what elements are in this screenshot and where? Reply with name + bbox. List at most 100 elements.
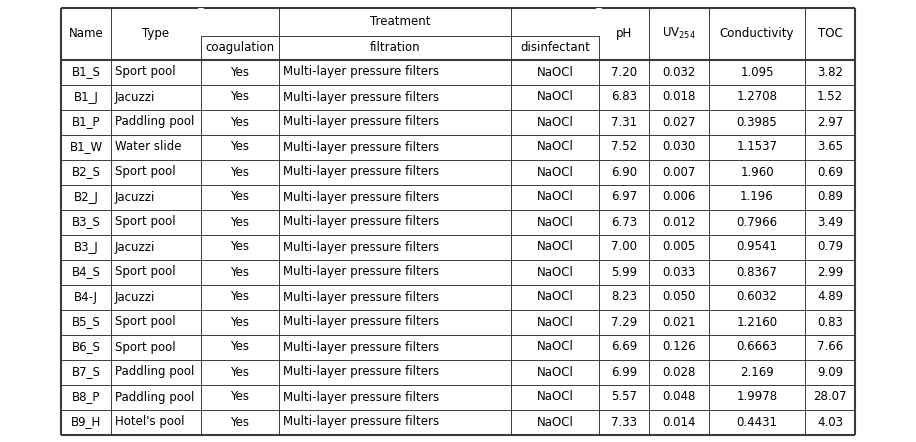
Text: 0.033: 0.033 [662, 266, 695, 278]
Text: pH: pH [616, 27, 632, 40]
Text: 6.97: 6.97 [611, 191, 638, 203]
Text: 1.960: 1.960 [740, 165, 774, 179]
Text: NaOCl: NaOCl [537, 390, 573, 404]
Text: 2.169: 2.169 [740, 366, 774, 378]
Text: B3_S: B3_S [71, 216, 101, 229]
Text: 0.028: 0.028 [662, 366, 695, 378]
Text: Sport pool: Sport pool [115, 266, 176, 278]
Text: Yes: Yes [231, 165, 249, 179]
Text: Conductivity: Conductivity [720, 27, 794, 40]
Text: 0.69: 0.69 [817, 165, 843, 179]
Text: B6_S: B6_S [71, 340, 101, 354]
Text: Multi-layer pressure filters: Multi-layer pressure filters [283, 240, 439, 254]
Text: Yes: Yes [231, 115, 249, 129]
Text: Jacuzzi: Jacuzzi [115, 290, 156, 304]
Text: NaOCl: NaOCl [537, 91, 573, 103]
Text: Sport pool: Sport pool [115, 65, 176, 79]
Text: Multi-layer pressure filters: Multi-layer pressure filters [283, 115, 439, 129]
Text: Yes: Yes [231, 240, 249, 254]
Text: 0.83: 0.83 [817, 316, 843, 328]
Text: B2_J: B2_J [73, 191, 98, 203]
Text: 0.89: 0.89 [817, 191, 843, 203]
Text: 1.196: 1.196 [740, 191, 774, 203]
Text: 0.050: 0.050 [662, 290, 695, 304]
Text: Multi-layer pressure filters: Multi-layer pressure filters [283, 266, 439, 278]
Text: Yes: Yes [231, 216, 249, 229]
Text: 2.97: 2.97 [817, 115, 843, 129]
Text: UV$_{254}$: UV$_{254}$ [662, 26, 696, 41]
Text: 4.03: 4.03 [817, 415, 843, 428]
Text: Paddling pool: Paddling pool [115, 115, 194, 129]
Text: 7.52: 7.52 [611, 141, 637, 153]
Text: Yes: Yes [231, 91, 249, 103]
Text: 0.032: 0.032 [662, 65, 695, 79]
Text: Sport pool: Sport pool [115, 216, 176, 229]
Text: 9.09: 9.09 [817, 366, 843, 378]
Text: B9_H: B9_H [71, 415, 101, 428]
Text: NaOCl: NaOCl [537, 340, 573, 354]
Text: B4_S: B4_S [71, 266, 101, 278]
Text: NaOCl: NaOCl [537, 216, 573, 229]
Text: Yes: Yes [231, 340, 249, 354]
Text: Treatment: Treatment [370, 15, 431, 28]
Text: 6.69: 6.69 [611, 340, 638, 354]
Text: Multi-layer pressure filters: Multi-layer pressure filters [283, 340, 439, 354]
Text: Yes: Yes [231, 191, 249, 203]
Text: 0.4431: 0.4431 [736, 415, 778, 428]
Text: NaOCl: NaOCl [537, 141, 573, 153]
Text: NaOCl: NaOCl [537, 115, 573, 129]
Text: 0.8367: 0.8367 [736, 266, 778, 278]
Text: Paddling pool: Paddling pool [115, 366, 194, 378]
Text: Multi-layer pressure filters: Multi-layer pressure filters [283, 65, 439, 79]
Text: 0.7966: 0.7966 [736, 216, 778, 229]
Text: 0.126: 0.126 [662, 340, 696, 354]
Text: B1_P: B1_P [71, 115, 100, 129]
Text: 0.014: 0.014 [662, 415, 696, 428]
Text: 0.048: 0.048 [662, 390, 695, 404]
Text: 0.012: 0.012 [662, 216, 696, 229]
Text: 7.31: 7.31 [611, 115, 637, 129]
Text: Multi-layer pressure filters: Multi-layer pressure filters [283, 316, 439, 328]
Text: Multi-layer pressure filters: Multi-layer pressure filters [283, 390, 439, 404]
Text: 28.07: 28.07 [813, 390, 846, 404]
Text: 0.6663: 0.6663 [736, 340, 778, 354]
Text: Yes: Yes [231, 290, 249, 304]
Text: B4-J: B4-J [74, 290, 98, 304]
Text: 5.99: 5.99 [611, 266, 637, 278]
Text: Type: Type [142, 27, 169, 40]
Text: Multi-layer pressure filters: Multi-layer pressure filters [283, 366, 439, 378]
Text: 0.006: 0.006 [662, 191, 695, 203]
Text: Sport pool: Sport pool [115, 165, 176, 179]
Text: 0.007: 0.007 [662, 165, 695, 179]
Text: 0.021: 0.021 [662, 316, 696, 328]
Text: NaOCl: NaOCl [537, 191, 573, 203]
Text: NaOCl: NaOCl [537, 415, 573, 428]
Text: 8.23: 8.23 [611, 290, 637, 304]
Text: 6.73: 6.73 [611, 216, 637, 229]
Text: 0.030: 0.030 [662, 141, 695, 153]
Text: 1.1537: 1.1537 [736, 141, 778, 153]
Text: disinfectant: disinfectant [520, 41, 590, 54]
Text: 3.65: 3.65 [817, 141, 843, 153]
Text: Jacuzzi: Jacuzzi [115, 240, 156, 254]
Text: 0.3985: 0.3985 [736, 115, 778, 129]
Text: B3_J: B3_J [73, 240, 98, 254]
Text: 1.2160: 1.2160 [736, 316, 778, 328]
Text: Multi-layer pressure filters: Multi-layer pressure filters [283, 290, 439, 304]
Text: 7.33: 7.33 [611, 415, 637, 428]
Text: 0.027: 0.027 [662, 115, 696, 129]
Text: Jacuzzi: Jacuzzi [115, 91, 156, 103]
Text: 6.99: 6.99 [611, 366, 638, 378]
Text: 7.00: 7.00 [611, 240, 637, 254]
Text: Yes: Yes [231, 141, 249, 153]
Text: NaOCl: NaOCl [537, 290, 573, 304]
Text: 3.49: 3.49 [817, 216, 843, 229]
Text: Multi-layer pressure filters: Multi-layer pressure filters [283, 191, 439, 203]
Text: filtration: filtration [370, 41, 420, 54]
Text: B7_S: B7_S [71, 366, 101, 378]
Text: Water slide: Water slide [115, 141, 181, 153]
Text: 5.57: 5.57 [611, 390, 637, 404]
Text: 6.83: 6.83 [611, 91, 637, 103]
Text: B1_W: B1_W [70, 141, 103, 153]
Text: B1_J: B1_J [73, 91, 98, 103]
